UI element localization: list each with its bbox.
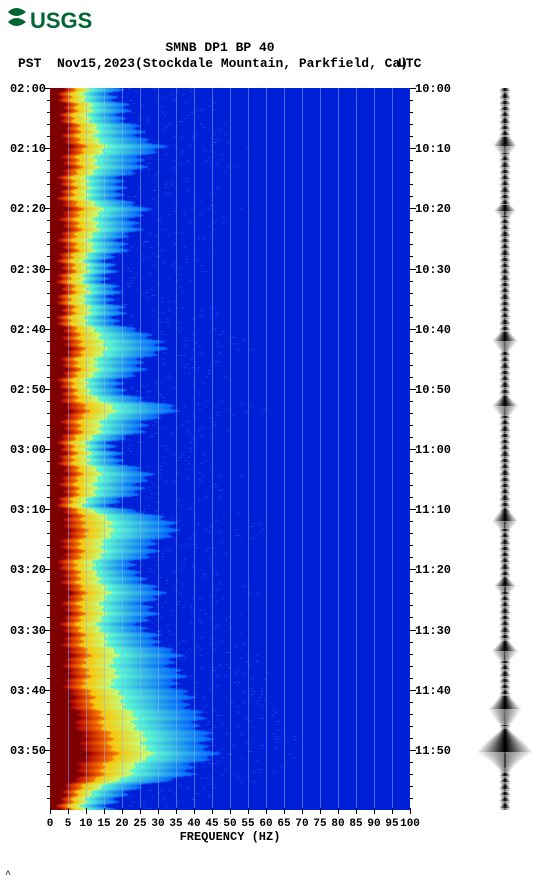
y-right-tick-label: 11:40 <box>415 684 459 698</box>
y-left-tick-label: 03:00 <box>2 443 46 457</box>
y-right-tick-label: 10:00 <box>415 82 459 96</box>
chart-title: SMNB DP1 BP 40 <box>0 40 440 56</box>
y-left-tick-label: 02:20 <box>2 202 46 216</box>
y-left-tick-label: 03:40 <box>2 684 46 698</box>
y-left-tick-label: 03:20 <box>2 563 46 577</box>
y-right-tick-label: 10:20 <box>415 202 459 216</box>
x-axis-title: FREQUENCY (HZ) <box>50 830 410 844</box>
timezone-left-label: PST Nov15,2023(Stockdale Mountain, Parkf… <box>18 56 408 71</box>
y-right-tick-label: 11:50 <box>415 744 459 758</box>
y-left-tick-label: 02:50 <box>2 383 46 397</box>
y-left-tick-label: 03:50 <box>2 744 46 758</box>
corner-mark: ^ <box>5 870 11 881</box>
y-left-tick-label: 02:00 <box>2 82 46 96</box>
y-right-tick-label: 10:10 <box>415 142 459 156</box>
svg-text:USGS: USGS <box>30 8 92 33</box>
x-tick-label: 100 <box>398 818 422 830</box>
usgs-logo: USGS <box>6 6 106 34</box>
y-left-tick-label: 02:10 <box>2 142 46 156</box>
y-right-tick-label: 11:00 <box>415 443 459 457</box>
y-left-tick-label: 02:30 <box>2 263 46 277</box>
y-right-tick-label: 11:10 <box>415 503 459 517</box>
y-right-tick-label: 11:30 <box>415 624 459 638</box>
y-right-tick-label: 10:30 <box>415 263 459 277</box>
y-right-tick-label: 11:20 <box>415 563 459 577</box>
y-left-tick-label: 02:40 <box>2 323 46 337</box>
y-left-tick-label: 03:10 <box>2 503 46 517</box>
spectrogram-plot <box>50 88 410 810</box>
seismogram-trace <box>470 88 540 810</box>
y-right-tick-label: 10:40 <box>415 323 459 337</box>
title-line-1: SMNB DP1 BP 40 <box>0 40 440 56</box>
y-left-tick-label: 03:30 <box>2 624 46 638</box>
y-right-tick-label: 10:50 <box>415 383 459 397</box>
timezone-right-label: UTC <box>398 56 421 71</box>
